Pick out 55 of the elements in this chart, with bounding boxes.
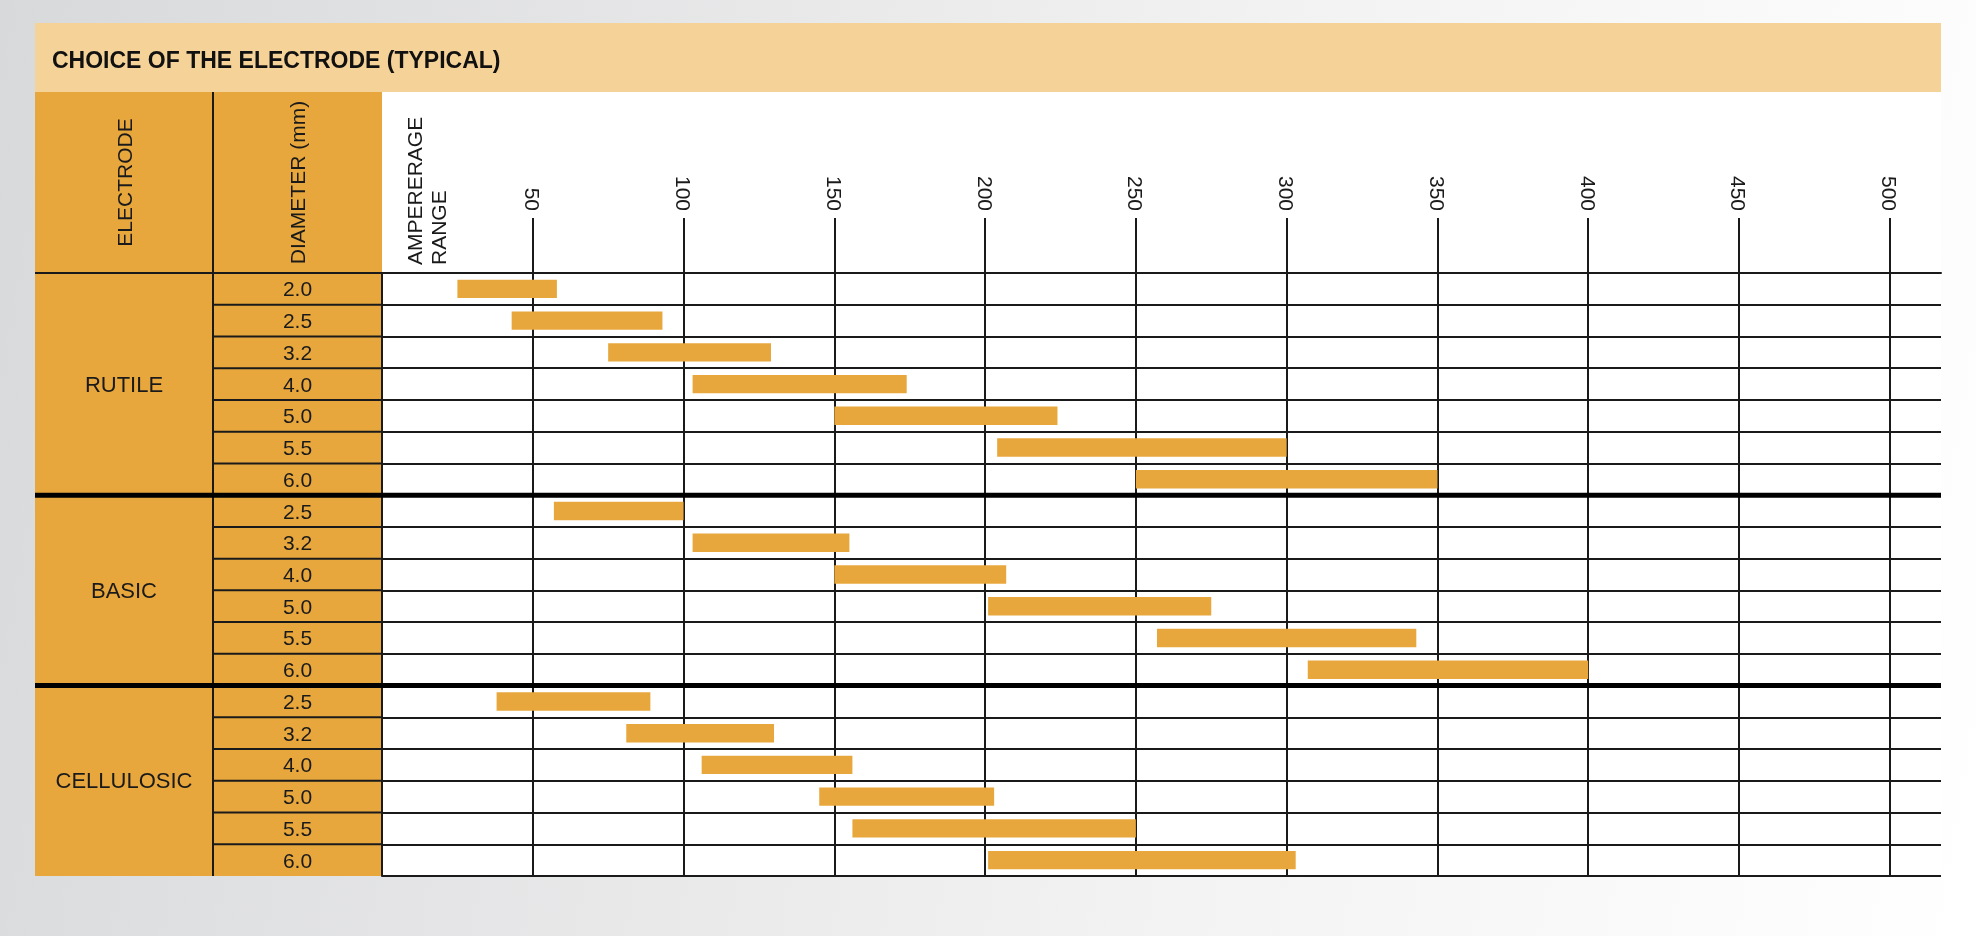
- y-tick-label: 4.0: [282, 753, 313, 777]
- text: CELLULOSIC: [55, 768, 193, 794]
- text: ELECTRODE: [112, 118, 136, 247]
- text: BASIC: [90, 577, 158, 603]
- y-tick-label: 3.2: [282, 531, 313, 555]
- bar: [988, 597, 1212, 616]
- bar: [834, 565, 1007, 584]
- y-tick-label: 3.2: [282, 721, 313, 745]
- y-tick-label: 5.5: [282, 816, 313, 840]
- text: AMPERERAGE RANGE: [402, 116, 450, 265]
- bar: [608, 343, 771, 362]
- x-tick-label: 150: [822, 175, 846, 211]
- chart-title: CHOICE OF THE ELECTRODE (TYPICAL): [52, 46, 501, 73]
- y-tick-label: 2.5: [282, 309, 313, 333]
- bar: [1156, 628, 1417, 648]
- bar: [852, 819, 1136, 838]
- x-tick-label: 50: [521, 187, 545, 211]
- bar: [988, 850, 1296, 870]
- bar: [701, 755, 853, 775]
- y-tick-label: 5.5: [282, 626, 313, 650]
- bar: [692, 374, 907, 394]
- x-tick-label: 300: [1275, 175, 1299, 211]
- x-tick-label: 350: [1425, 175, 1449, 211]
- y-tick-label: 5.5: [282, 436, 313, 460]
- y-tick-label: 5.0: [282, 785, 313, 809]
- bar: [1135, 470, 1438, 489]
- y-tick-label: 5.0: [282, 404, 313, 428]
- x-tick-label: 100: [672, 175, 696, 211]
- bar: [496, 692, 651, 711]
- text: RUTILE: [84, 371, 164, 397]
- y-tick-label: 2.0: [282, 277, 313, 301]
- bar: [819, 787, 995, 806]
- y-tick-label: 5.0: [282, 594, 313, 618]
- y-tick-label: 3.2: [282, 340, 313, 364]
- bar: [834, 406, 1058, 426]
- y-tick-label: 4.0: [282, 563, 313, 586]
- x-tick-label: 400: [1576, 175, 1600, 211]
- x-tick-label: 450: [1727, 175, 1751, 211]
- x-tick-label: 250: [1124, 175, 1148, 211]
- y-tick-label: 4.0: [282, 372, 313, 396]
- bar: [692, 533, 850, 552]
- bar: [626, 723, 775, 743]
- y-tick-label: 2.5: [282, 689, 313, 713]
- bar: [997, 438, 1287, 457]
- bar: [457, 279, 557, 299]
- x-tick-label: 200: [973, 175, 997, 211]
- bar: [553, 501, 684, 521]
- x-tick-label: 500: [1878, 175, 1902, 211]
- bar: [1307, 660, 1589, 679]
- y-tick-label: 6.0: [282, 658, 313, 682]
- y-tick-label: 6.0: [282, 848, 313, 872]
- y-tick-label: 2.5: [282, 499, 313, 523]
- y-tick-label: 6.0: [282, 467, 313, 491]
- bar: [511, 311, 663, 330]
- y-axis-title: DIAMETER (mm): [286, 100, 309, 265]
